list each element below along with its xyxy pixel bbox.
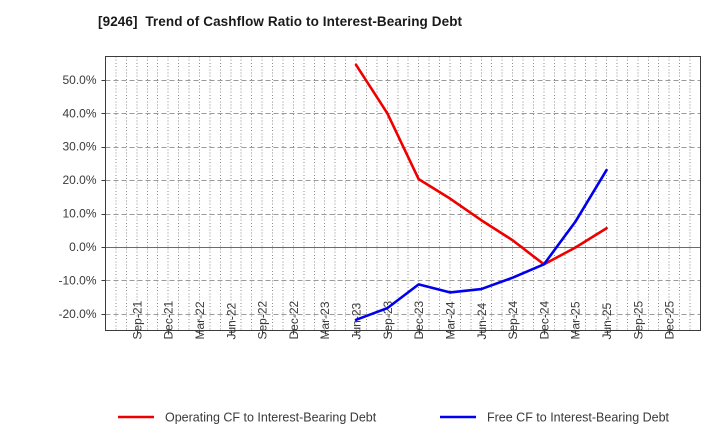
x-axis-tick-label: Dec-25 [663,300,677,339]
data-series-layer [354,63,608,322]
gridlines [105,56,701,331]
x-axis-tick-label: Sep-22 [256,300,270,339]
y-axis-tick-label: -20.0% [58,307,96,321]
legend-label: Operating CF to Interest-Bearing Debt [165,410,377,424]
x-axis-tick-label: Jun-22 [224,302,238,339]
x-axis-tick-label: Sep-25 [631,300,645,339]
y-axis-tick-label: 50.0% [62,73,96,87]
x-axis-tick-label: Sep-21 [130,300,144,339]
x-axis-tick-label: Dec-24 [537,300,551,339]
y-axis-tick-label: 40.0% [62,106,96,120]
x-axis-tick-label: Dec-23 [412,300,426,339]
x-axis-tick-labels: Sep-21 Dec-21 Mar-22 Jun-22 Sep-22 Dec-22 Mar-… [130,300,676,339]
chart-legend: Operating CF to Interest-Bearing Debt Fre… [118,410,670,424]
y-axis-tick-label: 30.0% [62,140,96,154]
x-axis-tick-label: Dec-22 [287,300,301,339]
x-axis-tick-label: Mar-22 [193,301,207,339]
y-axis-tick-labels: 50.0% 40.0% 30.0% 20.0% 10.0% 0.0% -10.0% -20.0… [58,73,96,321]
axis-frame [101,55,702,335]
y-axis-tick-label: 20.0% [62,173,96,187]
y-axis-tick-label: 10.0% [62,207,96,221]
x-axis-tick-label: Jun-25 [600,302,614,339]
x-axis-tick-label: Mar-24 [443,301,457,339]
x-axis-tick-label: Dec-21 [162,300,176,339]
series-line [354,63,608,266]
chart-title: [9246] Trend of Cashflow Ratio to Intere… [98,14,463,29]
x-axis-tick-label: Mar-25 [569,301,583,339]
y-axis-tick-label: 0.0% [69,240,97,254]
y-axis-tick-label: -10.0% [58,273,96,287]
legend-label: Free CF to Interest-Bearing Debt [487,410,670,424]
series-line [354,168,608,322]
x-axis-tick-label: Jun-24 [475,302,489,339]
x-axis-tick-label: Mar-23 [318,301,332,339]
x-axis-tick-label: Sep-24 [506,300,520,339]
